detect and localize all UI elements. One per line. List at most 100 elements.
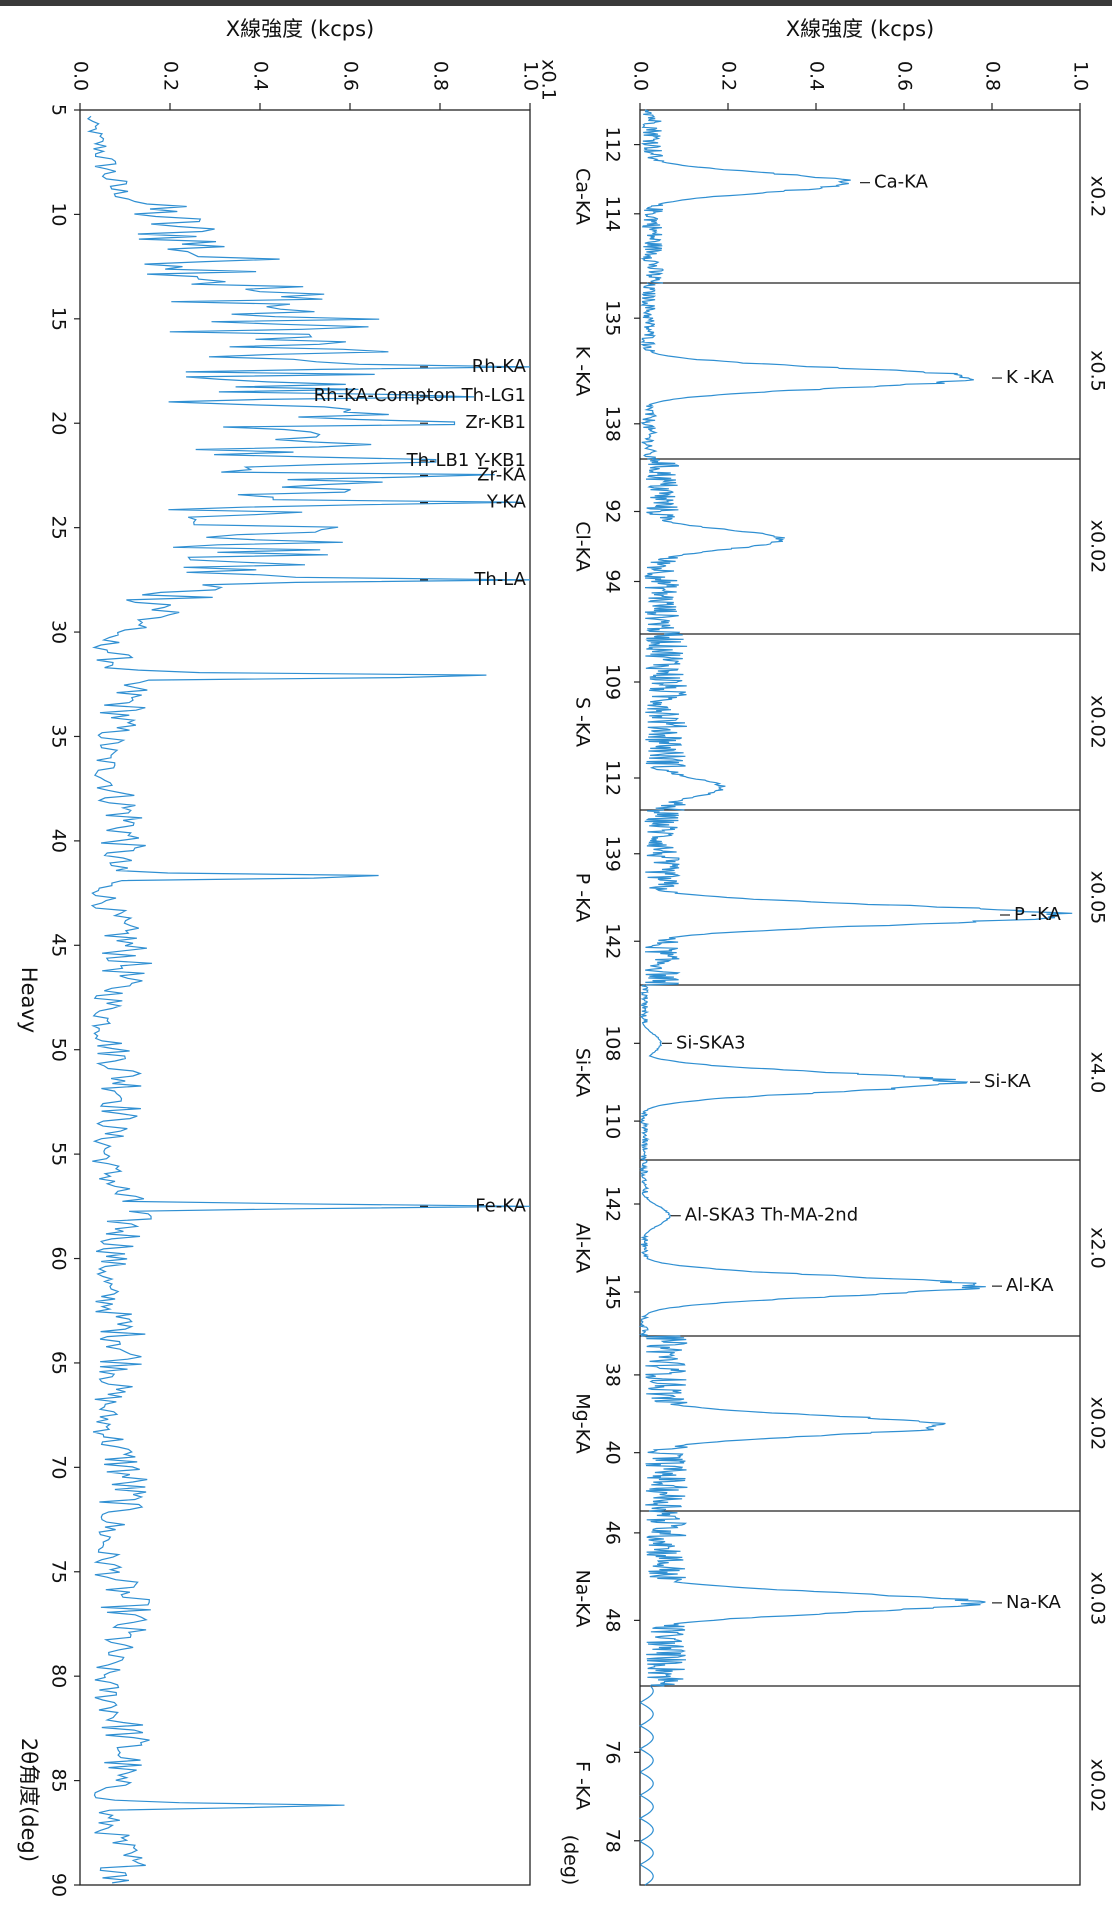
panel-spectrum-trace	[645, 1335, 946, 1512]
heavy-peak-label: Rh-KA-Compton Th-LG1	[314, 385, 526, 406]
heavy-x-tick-label: 85	[48, 1768, 70, 1792]
panel-x-tick-label: 109	[602, 664, 624, 700]
panel-peak-label: Al-KA	[1006, 1275, 1054, 1296]
panel-spectrum-trace	[639, 282, 974, 460]
panel-spectrum-trace	[639, 984, 969, 1161]
heavy-x-tick-label: 5	[48, 104, 70, 116]
panel-x-tick-label: 110	[602, 1103, 624, 1139]
panel-spectrum-trace	[638, 1685, 654, 1886]
heavy-y-axis-label: X線強度 (kcps)	[226, 17, 374, 41]
light-y-tick-label: 0.4	[806, 61, 828, 91]
panel-x-tick-label: 112	[602, 760, 624, 796]
panel-x-tick-label: 108	[602, 1025, 624, 1061]
panel-x-tick-label: 112	[602, 126, 624, 162]
panel-scale-label: x4.0	[1087, 1052, 1109, 1093]
panel-scale-label: x0.5	[1087, 350, 1109, 391]
header-bar	[0, 0, 1112, 6]
panel-x-tick-label: 46	[602, 1521, 624, 1545]
heavy-y-tick-label: 0.6	[340, 61, 362, 91]
heavy-x-tick-label: 30	[48, 620, 70, 644]
heavy-y-multiplier: x0.1	[538, 59, 560, 100]
heavy-peak-label: Zr-KB1	[465, 412, 526, 433]
panel-element-label: Ca-KA	[572, 168, 594, 225]
heavy-plot-frame	[79, 109, 531, 1886]
heavy-x-tick-label: 80	[48, 1664, 70, 1688]
light-y-axis-label: X線強度 (kcps)	[786, 17, 934, 41]
heavy-x-axis-label: 2θ角度(deg)	[17, 1738, 41, 1862]
panel-scale-label: x0.02	[1087, 520, 1109, 574]
heavy-peak-label: Rh-KA	[472, 356, 527, 377]
light-y-tick-label: 1.0	[1070, 61, 1092, 91]
panel-element-label: K -KA	[572, 346, 594, 396]
panel-scale-label: x2.0	[1087, 1227, 1109, 1268]
heavy-x-tick-label: 15	[48, 307, 70, 331]
panel-spectrum-trace	[644, 809, 1073, 986]
panel-x-tick-label: 142	[602, 923, 624, 959]
light-y-tick-label: 0.0	[630, 61, 652, 91]
light-y-tick-label: 0.2	[718, 61, 740, 91]
heavy-x-tick-label: 75	[48, 1560, 70, 1584]
panel-element-label: S -KA	[572, 697, 594, 747]
panel-element-label: F -KA	[572, 1761, 594, 1810]
heavy-series-name: Heavy	[17, 967, 41, 1033]
light-x-unit-label: (deg)	[560, 1835, 582, 1886]
heavy-peak-label: Th-LA	[473, 569, 526, 590]
heavy-y-tick-label: 0.8	[430, 61, 452, 91]
heavy-peak-label: Fe-KA	[475, 1195, 526, 1216]
panel-x-tick-label: 135	[602, 300, 624, 336]
light-y-tick-label: 0.8	[982, 61, 1004, 91]
heavy-x-tick-label: 35	[48, 724, 70, 748]
panel-peak-label: P -KA	[1014, 904, 1062, 925]
panel-spectrum-trace	[645, 633, 726, 811]
panel-x-tick-label: 138	[602, 406, 624, 442]
heavy-peak-label: Th-LB1 Y-KB1	[406, 450, 526, 471]
heavy-peak-label: Zr-KA	[477, 464, 527, 485]
panel-element-label: Al-KA	[572, 1223, 594, 1273]
panel-scale-label: x0.02	[1087, 695, 1109, 749]
panel-element-label: Cl-KA	[572, 521, 594, 572]
panel-spectrum-trace	[640, 109, 851, 284]
heavy-x-tick-label: 10	[48, 202, 70, 226]
heavy-x-tick-label: 70	[48, 1455, 70, 1479]
heavy-x-tick-label: 40	[48, 829, 70, 853]
panel-peak-label: Ca-KA	[874, 172, 929, 193]
panel-peak-label: Si-KA	[984, 1071, 1031, 1092]
heavy-spectrum-trace	[86, 115, 531, 1884]
heavy-peak-label: Y-KA	[486, 492, 527, 513]
panel-x-tick-label: 38	[602, 1363, 624, 1387]
heavy-y-tick-label: 0.0	[70, 61, 92, 91]
panel-x-tick-label: 40	[602, 1441, 624, 1465]
panel-x-tick-label: 114	[602, 196, 624, 232]
panel-scale-label: x0.02	[1087, 1759, 1109, 1813]
panel-scale-label: x0.05	[1087, 871, 1109, 925]
light-plot-frame	[639, 109, 1081, 1886]
heavy-x-tick-label: 60	[48, 1246, 70, 1270]
heavy-y-tick-label: 0.4	[250, 61, 272, 91]
panel-x-tick-label: 145	[602, 1274, 624, 1310]
panel-x-tick-label: 48	[602, 1608, 624, 1632]
panel-element-label: Mg-KA	[572, 1393, 594, 1453]
light-y-tick-label: 0.6	[894, 61, 916, 91]
heavy-x-tick-label: 50	[48, 1038, 70, 1062]
heavy-x-tick-label: 55	[48, 1142, 70, 1166]
panel-x-tick-label: 139	[602, 836, 624, 872]
panel-scale-label: x0.2	[1087, 176, 1109, 217]
panel-spectrum-trace	[646, 1510, 986, 1687]
heavy-x-tick-label: 65	[48, 1351, 70, 1375]
panel-element-label: Na-KA	[572, 1570, 594, 1628]
panel-scale-label: x0.03	[1087, 1572, 1109, 1626]
heavy-y-tick-label: 1.0	[520, 61, 542, 91]
heavy-x-tick-label: 20	[48, 411, 70, 435]
heavy-x-tick-label: 90	[48, 1873, 70, 1897]
heavy-x-tick-label: 45	[48, 933, 70, 957]
panel-spectrum-trace	[644, 458, 785, 635]
panel-peak-label: Al-SKA3 Th-MA-2nd	[685, 1205, 858, 1226]
heavy-x-tick-label: 25	[48, 516, 70, 540]
panel-x-tick-label: 78	[602, 1829, 624, 1853]
panel-scale-label: x0.02	[1087, 1397, 1109, 1451]
panel-peak-label: K -KA	[1006, 367, 1055, 388]
panel-x-tick-label: 76	[602, 1740, 624, 1764]
panel-peak-label: Na-KA	[1006, 1592, 1061, 1613]
panel-spectrum-trace	[638, 1159, 986, 1337]
